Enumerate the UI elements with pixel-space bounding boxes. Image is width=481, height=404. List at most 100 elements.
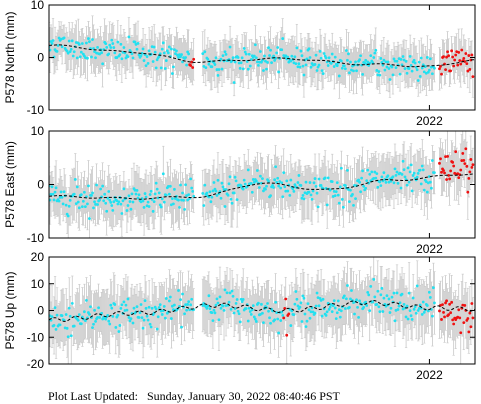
recent-data-point: [440, 318, 443, 321]
data-point: [189, 177, 193, 181]
data-point: [313, 177, 317, 180]
data-point: [142, 206, 146, 209]
data-point: [114, 326, 118, 329]
data-point: [410, 69, 414, 73]
data-point: [292, 313, 296, 317]
data-point: [422, 310, 426, 314]
data-point: [215, 297, 219, 301]
data-point: [97, 306, 100, 310]
data-point: [127, 316, 131, 319]
data-point: [112, 46, 116, 49]
data-point: [370, 170, 374, 174]
data-point: [384, 180, 388, 184]
data-point: [423, 65, 427, 68]
data-point: [155, 327, 159, 331]
data-point: [280, 48, 284, 52]
model-trend-line: [49, 299, 475, 322]
data-point: [294, 62, 298, 66]
data-point: [275, 51, 279, 55]
recent-data-point: [442, 169, 445, 172]
data-point: [244, 52, 248, 56]
recent-data-point: [445, 299, 448, 303]
data-point: [201, 304, 205, 307]
data-point: [161, 41, 165, 45]
data-point: [170, 47, 173, 51]
recent-data-point: [467, 54, 471, 57]
data-point: [203, 183, 207, 187]
data-point: [361, 169, 365, 173]
data-point: [402, 58, 406, 62]
data-point: [387, 297, 391, 301]
data-point: [431, 72, 434, 76]
data-point: [85, 41, 88, 45]
data-point: [213, 311, 217, 315]
data-point: [421, 300, 425, 304]
data-point: [117, 330, 121, 333]
data-point: [135, 305, 139, 309]
data-point: [90, 193, 93, 197]
data-point: [183, 312, 186, 316]
data-point: [53, 306, 57, 310]
data-point: [419, 182, 423, 186]
data-point: [383, 68, 387, 72]
recent-data-point: [445, 55, 448, 59]
data-point: [289, 178, 293, 182]
data-point: [412, 171, 416, 175]
data-point: [262, 189, 265, 193]
plot-area-0: [49, 15, 475, 99]
data-point: [422, 70, 426, 74]
data-point: [320, 69, 324, 73]
data-point: [246, 168, 250, 172]
data-point: [420, 164, 424, 168]
data-point: [129, 317, 133, 321]
data-point: [130, 52, 134, 56]
data-point: [187, 52, 191, 56]
data-point: [431, 314, 434, 318]
recent-data-point: [460, 159, 464, 162]
data-point: [67, 306, 71, 310]
recent-data-point: [469, 58, 473, 62]
data-point: [158, 52, 162, 56]
recent-data-point: [448, 177, 452, 181]
data-point: [416, 309, 420, 312]
data-point: [410, 318, 414, 321]
data-point: [55, 313, 59, 317]
recent-data-point: [444, 301, 447, 305]
data-point: [349, 188, 352, 192]
data-point: [129, 207, 133, 211]
recent-data-point: [446, 50, 449, 54]
error-bars-1: [49, 131, 475, 238]
recent-data-point: [470, 166, 474, 169]
data-point: [211, 189, 215, 193]
data-point: [360, 176, 363, 180]
data-point: [107, 52, 111, 56]
data-point: [235, 198, 239, 202]
y-tick-label: 10: [31, 277, 45, 291]
data-point: [145, 55, 149, 58]
plot-area-2: [49, 257, 475, 364]
data-point: [426, 70, 430, 74]
recent-data-point: [284, 297, 288, 301]
data-point: [242, 47, 246, 50]
data-point: [293, 55, 297, 59]
data-point: [89, 305, 92, 309]
data-point: [420, 313, 424, 316]
data-point: [271, 184, 274, 187]
data-point: [144, 64, 148, 68]
data-point: [340, 66, 344, 70]
data-point: [228, 45, 232, 49]
data-point: [50, 185, 54, 189]
data-point: [219, 57, 223, 61]
data-point: [301, 294, 305, 298]
data-point: [355, 298, 358, 302]
data-point: [86, 202, 89, 206]
data-point: [210, 195, 214, 199]
data-point: [314, 304, 318, 308]
data-point: [62, 36, 66, 40]
data-point: [212, 61, 216, 64]
data-point: [306, 302, 310, 306]
recent-data-point: [443, 171, 446, 175]
data-point: [248, 310, 252, 313]
data-point: [326, 176, 330, 180]
data-point: [181, 292, 184, 296]
